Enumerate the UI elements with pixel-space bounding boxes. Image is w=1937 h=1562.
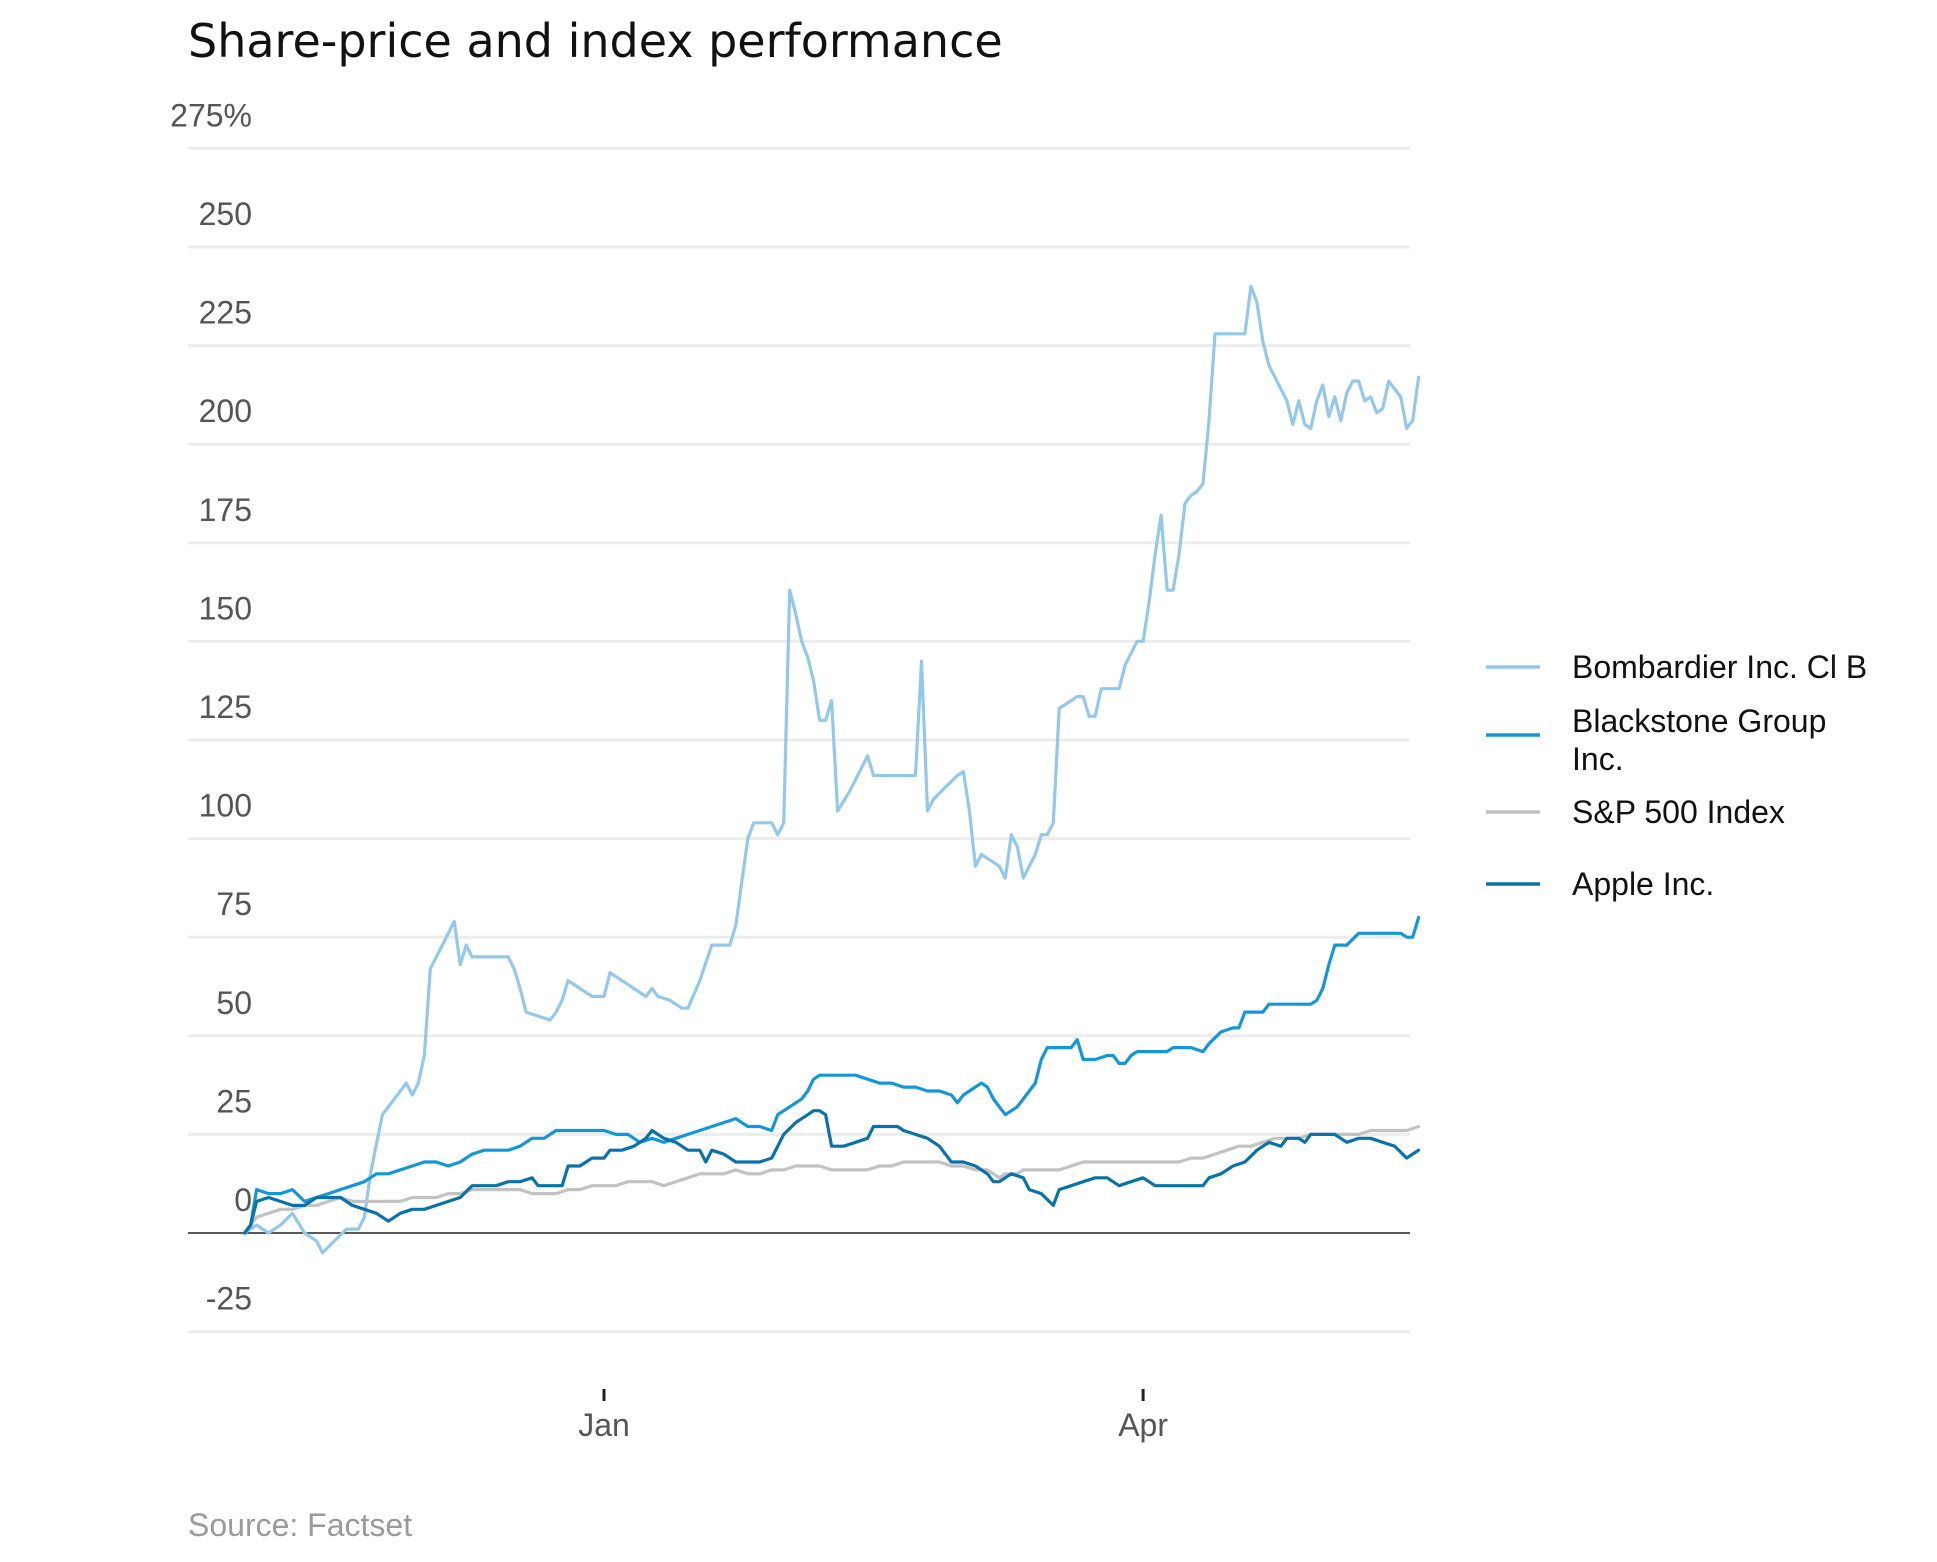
grid — [188, 146, 1410, 1334]
y-tick-label: 25 — [216, 1083, 252, 1119]
legend-label: Apple Inc. — [1572, 866, 1714, 902]
plot-area — [243, 284, 1421, 1255]
y-tick-label: 225 — [199, 295, 252, 331]
y-tick-label: 175 — [199, 492, 252, 528]
x-tick-label: Jan — [578, 1407, 630, 1443]
x-axis: Jan Apr — [578, 1389, 1168, 1443]
legend-label: S&P 500 Index — [1572, 794, 1785, 830]
series-line-bombardier-inc-cl-b — [243, 284, 1421, 1255]
y-axis: -25 0 25 50 75 100 125 150 175 200 225 250 275% — [170, 97, 252, 1316]
series-line-blackstone-group-inc- — [243, 915, 1421, 1235]
series-line-s-p-500-index — [243, 1124, 1421, 1235]
x-tick-label: Apr — [1118, 1407, 1168, 1443]
y-tick-label: 125 — [199, 689, 252, 725]
legend: Bombardier Inc. Cl B Blackstone Group Inc.… — [1486, 649, 1867, 902]
y-tick-label: 0 — [234, 1182, 252, 1218]
legend-label: Blackstone Group Inc. — [1572, 703, 1826, 777]
y-tick-label: 100 — [199, 788, 252, 824]
y-tick-label: 275% — [170, 97, 252, 133]
y-tick-label: -25 — [206, 1281, 252, 1317]
chart-title: Share-price and index performance — [188, 14, 1003, 68]
series-line-apple-inc- — [243, 1109, 1421, 1235]
legend-label: Bombardier Inc. Cl B — [1572, 649, 1867, 685]
y-tick-label: 50 — [216, 985, 252, 1021]
y-tick-label: 150 — [199, 590, 252, 626]
source-note: Source: Factset — [188, 1507, 412, 1543]
y-tick-label: 75 — [216, 886, 252, 922]
y-tick-label: 200 — [199, 393, 252, 429]
y-tick-label: 250 — [199, 196, 252, 232]
